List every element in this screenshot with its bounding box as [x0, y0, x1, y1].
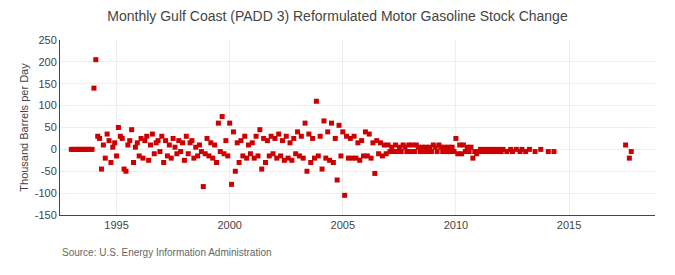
- svg-text:250: 250: [38, 34, 56, 46]
- svg-text:2015: 2015: [557, 219, 581, 231]
- svg-text:Thousand Barrels per Day: Thousand Barrels per Day: [18, 63, 30, 192]
- svg-text:-50: -50: [41, 165, 57, 177]
- svg-text:50: 50: [45, 121, 57, 133]
- svg-text:0: 0: [51, 143, 57, 155]
- svg-text:2000: 2000: [217, 219, 241, 231]
- svg-text:-150: -150: [35, 209, 57, 221]
- svg-text:1995: 1995: [104, 219, 128, 231]
- svg-text:100: 100: [38, 99, 56, 111]
- svg-text:150: 150: [38, 78, 56, 90]
- svg-text:-100: -100: [35, 187, 57, 199]
- svg-text:200: 200: [38, 56, 56, 68]
- svg-text:2005: 2005: [331, 219, 355, 231]
- svg-text:Monthly Gulf Coast (PADD 3) Re: Monthly Gulf Coast (PADD 3) Reformulated…: [107, 8, 568, 24]
- svg-text:Source: U.S. Energy Informatio: Source: U.S. Energy Information Administ…: [62, 247, 272, 258]
- svg-text:2010: 2010: [444, 219, 468, 231]
